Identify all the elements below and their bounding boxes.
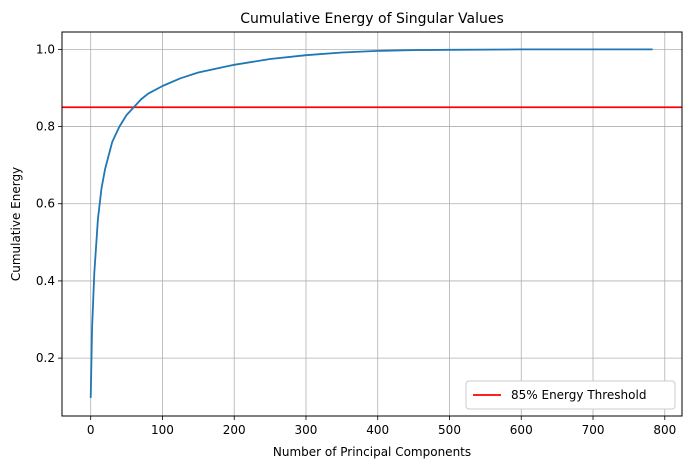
plot-frame: [61, 31, 683, 417]
x-tick-label: 200: [223, 423, 246, 437]
y-ticks: 0.2 0.4 0.6 0.8 1.0: [36, 42, 62, 365]
y-tick-label: 0.6: [36, 197, 55, 211]
x-tick-label: 600: [510, 423, 533, 437]
series-layer: [89, 48, 653, 398]
x-tick-label: 700: [582, 423, 605, 437]
x-axis-label: Number of Principal Components: [273, 445, 471, 459]
y-tick-label: 0.4: [36, 274, 55, 288]
x-tick-label: 0: [87, 423, 95, 437]
y-tick-label: 0.8: [36, 120, 55, 134]
cumulative-energy-line: [89, 48, 653, 398]
x-tick-label: 500: [438, 423, 461, 437]
y-tick-label: 1.0: [36, 42, 55, 56]
legend-box: [465, 380, 676, 410]
x-ticks: 0 100 200 300 400 500 600 700 800: [87, 416, 676, 437]
legend: 85% Energy Threshold: [465, 380, 676, 410]
chart-title: Cumulative Energy of Singular Values: [240, 11, 504, 27]
y-axis-label: Cumulative Energy: [9, 167, 23, 281]
x-tick-label: 800: [653, 423, 676, 437]
x-tick-label: 400: [366, 423, 389, 437]
x-tick-label: 100: [151, 423, 174, 437]
y-tick-label: 0.2: [36, 351, 55, 365]
legend-label-threshold: 85% Energy Threshold: [511, 388, 646, 402]
x-tick-label: 300: [295, 423, 318, 437]
